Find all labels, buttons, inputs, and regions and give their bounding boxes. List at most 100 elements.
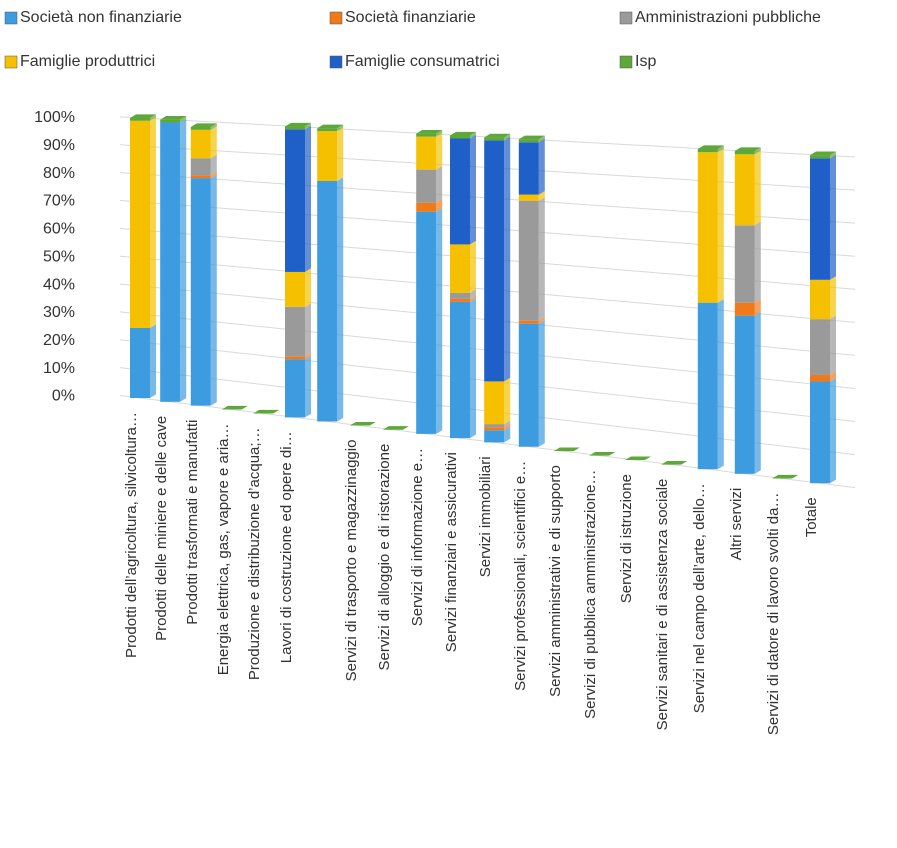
bar-segment <box>484 420 511 428</box>
bar-side <box>305 303 311 357</box>
bar-cap <box>450 131 476 136</box>
y-tick-label: 80% <box>43 165 75 182</box>
bar-side <box>150 324 156 398</box>
y-tick-label: 10% <box>43 360 75 377</box>
bar-cap <box>221 405 248 410</box>
bar-side <box>504 377 511 425</box>
bar-side <box>717 299 724 470</box>
bar-segment <box>317 127 344 182</box>
bar-cap <box>317 124 344 129</box>
bar-face <box>317 128 338 132</box>
bar-side <box>754 147 761 155</box>
x-tick-label: Servizi di pubblica amministrazione… <box>582 470 599 719</box>
bar-segment <box>160 118 187 402</box>
bar-segment <box>190 171 217 179</box>
bar-side <box>830 154 836 280</box>
bar-segment <box>484 133 511 141</box>
bar-segment <box>285 125 311 272</box>
bar-face <box>285 359 305 418</box>
bar-side <box>470 134 476 245</box>
bar-segment <box>734 299 761 316</box>
x-tick-label: Servizi di istruzione <box>618 474 635 603</box>
bar-side <box>504 423 511 431</box>
y-tick-label: 40% <box>43 276 75 293</box>
x-tick-label: Servizi professionali, scientifici e… <box>512 461 529 691</box>
bar-segment <box>416 133 443 170</box>
bar-segment <box>810 276 836 320</box>
bar-face <box>285 126 305 130</box>
x-tick-label: Prodotti dell’agricoltura, silvicoltura… <box>123 412 140 658</box>
bar-side <box>717 148 724 303</box>
bar-side <box>504 420 511 428</box>
bar-segment <box>697 299 724 470</box>
bar-side <box>504 133 511 141</box>
bar-segment <box>810 371 836 382</box>
bar-face <box>484 427 505 431</box>
bar-segment <box>484 426 511 443</box>
bar-face <box>190 175 211 179</box>
y-tick-label: 90% <box>43 137 75 154</box>
bar-face <box>190 178 211 406</box>
bar-segment <box>484 423 511 431</box>
bar-segment <box>285 268 311 307</box>
bar-segment <box>130 324 156 398</box>
legend-swatch <box>329 55 343 69</box>
bar-face <box>518 142 539 195</box>
y-tick-label: 20% <box>43 332 75 349</box>
bar-face <box>484 424 505 428</box>
bar-segment <box>810 377 836 484</box>
bar-side <box>470 240 476 293</box>
bar-side <box>470 289 476 299</box>
bar-segment <box>285 303 311 357</box>
bar-face <box>734 225 755 303</box>
x-tick-label: Produzione e distribuzione d’acqua;… <box>246 427 263 680</box>
bar-side <box>436 199 443 212</box>
bar-cap <box>772 474 799 479</box>
bar-side <box>210 174 217 406</box>
bar-face <box>450 292 470 299</box>
legend-swatch <box>329 11 343 25</box>
legend-label: Amministrazioni pubbliche <box>635 9 821 26</box>
bar-segment <box>697 145 724 153</box>
x-tick-label: Servizi immobiliari <box>477 456 494 577</box>
bar-face <box>317 131 338 182</box>
y-tick-label: 100% <box>34 109 75 126</box>
bar-side <box>436 166 443 203</box>
bar-side <box>305 122 311 130</box>
bar-segment <box>160 116 187 123</box>
bar-face <box>450 298 470 302</box>
bar-face <box>285 356 305 360</box>
bar-face <box>734 154 755 226</box>
y-tick-label: 50% <box>43 248 75 265</box>
bar-cap <box>130 114 156 118</box>
bar-face <box>285 306 305 357</box>
bar-segment <box>518 135 545 143</box>
bar-face <box>285 271 305 307</box>
bar-side <box>717 145 724 153</box>
bar-side <box>538 135 545 143</box>
bar-segment <box>285 122 311 130</box>
bar-face <box>734 151 755 155</box>
bar-cap <box>160 116 187 120</box>
x-tick-label: Servizi finanziari e assicurativi <box>443 452 460 652</box>
bar-face <box>734 315 755 474</box>
bar-face <box>518 139 539 143</box>
bar-segment <box>518 138 545 195</box>
bar-segment <box>317 177 344 422</box>
bar-side <box>337 127 344 182</box>
bar-segment <box>518 190 545 201</box>
bar-side <box>470 131 476 139</box>
bar-side <box>538 190 545 201</box>
bar-side <box>754 299 761 316</box>
bar-side <box>337 177 344 422</box>
bar-segment <box>190 123 217 130</box>
bar-segment <box>130 117 156 328</box>
x-tick-label: Prodotti delle miniere e delle cave <box>153 416 170 641</box>
legend-label: Famiglie consumatrici <box>345 53 500 70</box>
bar-side <box>150 117 156 328</box>
bar-cap <box>697 145 724 149</box>
legend-swatch <box>4 55 18 69</box>
bar-face <box>450 138 470 245</box>
bar-segment <box>518 197 545 321</box>
legend-label: Società non finanziarie <box>20 9 182 26</box>
